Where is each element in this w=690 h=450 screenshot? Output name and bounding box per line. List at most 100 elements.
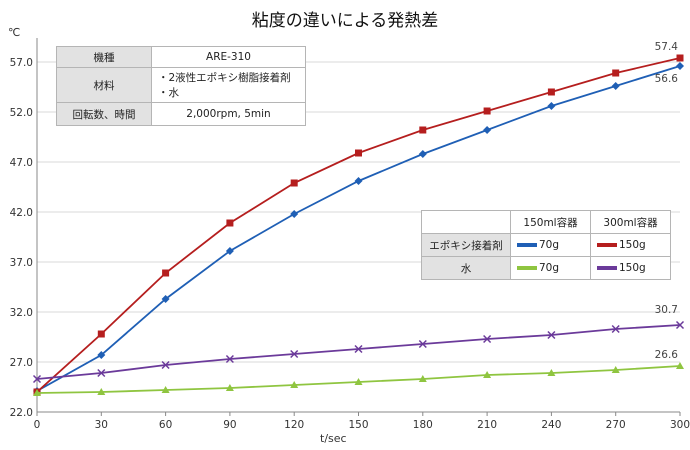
- data-point-square: [162, 269, 170, 277]
- x-tick-label: 180: [413, 419, 433, 431]
- series-lines: [32, 54, 685, 396]
- data-point-square: [419, 126, 427, 134]
- data-point-triangle: [290, 381, 299, 388]
- material-line: ・2液性エポキシ樹脂接着剤: [158, 72, 291, 84]
- data-point-cross: [97, 368, 106, 378]
- data-point-triangle: [354, 378, 363, 385]
- x-tick-label: 150: [348, 419, 368, 431]
- y-tick-labels: 22.0 27.0 32.0 37.0 42.0 47.0 52.0 57.0: [10, 57, 33, 419]
- data-point-diamond: [290, 210, 299, 218]
- info-value: ・2液性エポキシ樹脂接着剤 ・水: [151, 67, 306, 103]
- legend-entry-label: 70g: [539, 239, 560, 251]
- info-row-material: 材料 ・2液性エポキシ樹脂接着剤 ・水: [56, 67, 306, 103]
- cross-stroke: [225, 354, 234, 364]
- data-point-diamond: [611, 82, 620, 90]
- x-tick-labels: 0 30 60 90 120 150 180 210 240 270 300: [34, 419, 690, 431]
- data-point-triangle: [676, 362, 684, 369]
- cross-stroke: [32, 374, 42, 384]
- test-conditions-table: 機種 ARE-310 材料 ・2液性エポキシ樹脂接着剤 ・水 回転数、時間 2,…: [56, 46, 306, 126]
- legend-row-label: 水: [421, 256, 511, 280]
- cross-stroke: [97, 368, 106, 378]
- x-tick-label: 240: [541, 419, 561, 431]
- data-point-triangle: [547, 369, 556, 376]
- cross-stroke: [354, 344, 363, 354]
- legend-table: 150ml容器 300ml容器 エポキシ接着剤 70g 150g 水 70g 1…: [421, 210, 671, 280]
- y-tick-label: 47.0: [10, 157, 33, 169]
- info-value: 2,000rpm, 5min: [151, 102, 306, 126]
- data-point-square: [355, 149, 362, 157]
- info-value: ARE-310: [151, 46, 306, 68]
- data-point-square: [612, 69, 620, 77]
- data-point-diamond: [547, 102, 556, 110]
- x-tick-label: 30: [95, 419, 108, 431]
- legend-header-row: 150ml容器 300ml容器: [421, 210, 671, 234]
- y-tick-label: 57.0: [10, 57, 33, 69]
- data-point-triangle: [161, 386, 170, 393]
- data-point-diamond: [354, 177, 363, 185]
- legend-entry-water-150: 150g: [590, 256, 671, 280]
- legend-row-label: エポキシ接着剤: [421, 233, 511, 257]
- info-label: 回転数、時間: [56, 102, 152, 126]
- info-label: 機種: [56, 46, 152, 68]
- legend-swatch: [517, 266, 537, 270]
- data-point-square: [97, 330, 105, 338]
- x-tick-label: 0: [34, 419, 41, 431]
- data-point-cross: [32, 374, 42, 384]
- x-tick-label: 300: [670, 419, 690, 431]
- y-tick-label: 27.0: [10, 357, 33, 369]
- data-point-cross: [225, 354, 234, 364]
- axes: [36, 38, 681, 416]
- legend-col-header: 300ml容器: [590, 210, 671, 234]
- data-point-diamond: [225, 247, 234, 255]
- data-point-square: [226, 219, 234, 227]
- y-unit-label: ℃: [8, 26, 21, 39]
- y-tick-label: 37.0: [10, 257, 33, 269]
- data-point-square: [676, 54, 684, 62]
- data-label-end: 56.6: [655, 73, 679, 85]
- data-point-diamond: [676, 62, 684, 70]
- legend-swatch: [597, 243, 617, 247]
- data-point-cross: [161, 360, 170, 370]
- data-point-square: [290, 179, 298, 187]
- x-axis-label: t/sec: [320, 432, 347, 445]
- x-tick-label: 60: [159, 419, 172, 431]
- cross-stroke: [290, 349, 299, 359]
- data-point-cross: [354, 344, 363, 354]
- info-row-model: 機種 ARE-310: [56, 46, 306, 68]
- cross-stroke: [547, 330, 556, 340]
- legend-row-epoxy: エポキシ接着剤 70g 150g: [421, 233, 671, 257]
- data-point-diamond: [97, 351, 106, 359]
- data-point-triangle: [225, 384, 234, 391]
- info-row-speed: 回転数、時間 2,000rpm, 5min: [56, 102, 306, 126]
- data-point-cross: [547, 330, 556, 340]
- data-point-triangle: [97, 388, 106, 395]
- data-point-cross: [418, 339, 427, 349]
- data-label-end: 30.7: [655, 304, 678, 316]
- x-tick-label: 210: [477, 419, 497, 431]
- x-tick-label: 90: [223, 419, 236, 431]
- data-point-triangle: [418, 375, 427, 382]
- legend-entry-label: 70g: [539, 262, 560, 274]
- series-water_70: [33, 362, 684, 396]
- cross-stroke: [675, 320, 685, 330]
- data-point-diamond: [161, 295, 170, 303]
- data-point-triangle: [483, 371, 492, 378]
- info-label: 材料: [56, 67, 152, 103]
- data-point-cross: [611, 324, 620, 334]
- data-labels: 57.4 56.6 30.7 26.6: [655, 41, 679, 361]
- data-point-cross: [675, 320, 685, 330]
- data-point-triangle: [611, 366, 620, 373]
- cross-stroke: [611, 324, 620, 334]
- y-tick-label: 42.0: [10, 207, 33, 219]
- x-tick-label: 270: [606, 419, 626, 431]
- chart-title: 粘度の違いによる発熱差: [251, 11, 439, 31]
- legend-entry-epoxy-150: 150g: [590, 233, 671, 257]
- legend-entry-label: 150g: [619, 262, 646, 274]
- y-tick-label: 22.0: [10, 407, 33, 419]
- data-point-cross: [290, 349, 299, 359]
- legend-entry-epoxy-70: 70g: [510, 233, 591, 257]
- series-epoxy_70: [33, 62, 684, 395]
- legend-col-header: 150ml容器: [510, 210, 591, 234]
- legend-swatch: [517, 243, 537, 247]
- legend-row-water: 水 70g 150g: [421, 256, 671, 280]
